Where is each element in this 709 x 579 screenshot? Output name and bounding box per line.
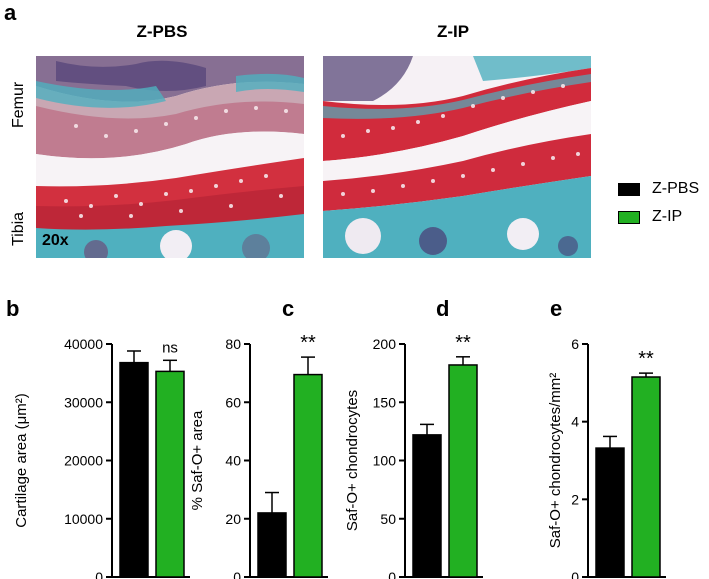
- bar-z-pbs: [412, 434, 442, 578]
- legend-item-z-ip: Z-IP: [618, 208, 682, 226]
- y-tick-label: 0: [388, 569, 396, 579]
- y-tick-label: 0: [233, 569, 241, 579]
- panel-a-letter: a: [4, 0, 17, 25]
- panel-letter-e: e: [550, 296, 562, 321]
- y-tick-label: 20000: [64, 453, 103, 469]
- y-tick-label: 100: [373, 453, 397, 469]
- y-tick-label: 4: [571, 414, 579, 430]
- significance-annotation: **: [300, 332, 316, 354]
- y-tick-label: 10000: [64, 511, 103, 527]
- legend-item-z-pbs: Z-PBS: [618, 180, 699, 198]
- y-tick-label: 200: [373, 336, 397, 352]
- image-title-left: Z-PBS: [136, 22, 188, 41]
- y-tick-label: 0: [95, 569, 103, 579]
- row-label-femur: Femur: [10, 81, 27, 128]
- bar-z-pbs: [257, 512, 287, 578]
- legend-swatch-z-pbs: [618, 182, 640, 196]
- y-tick-label: 20: [225, 511, 241, 527]
- magnification-label: 20x: [42, 232, 69, 249]
- y-axis-label: Saf-O+ chondrocytes: [344, 390, 361, 531]
- bar-z-pbs: [595, 447, 625, 578]
- significance-annotation: ns: [162, 339, 178, 356]
- significance-annotation: **: [638, 348, 654, 370]
- y-tick-label: 80: [225, 336, 241, 352]
- bar-z-ip: [155, 370, 185, 578]
- histology-image-z-ip: [323, 56, 591, 258]
- row-label-tibia: Tibia: [10, 211, 27, 246]
- legend-label-z-pbs: Z-PBS: [652, 180, 700, 197]
- panel-letter-d: d: [436, 296, 449, 321]
- y-tick-label: 30000: [64, 394, 103, 410]
- y-tick-label: 60: [225, 394, 241, 410]
- y-tick-label: 2: [571, 491, 579, 507]
- bar-z-ip: [293, 373, 323, 578]
- y-axis-label: % Saf-O+ area: [189, 410, 206, 510]
- y-tick-label: 6: [571, 336, 579, 352]
- y-tick-label: 150: [373, 394, 397, 410]
- y-axis-label: Cartilage area (μm²): [13, 393, 30, 528]
- bar-z-pbs: [119, 361, 149, 578]
- panel-letter-c: c: [282, 296, 294, 321]
- bar-z-ip: [631, 376, 661, 578]
- panel-letter-b: b: [6, 296, 19, 321]
- y-tick-label: 40000: [64, 336, 103, 352]
- y-tick-label: 40: [225, 453, 241, 469]
- legend-label-z-ip: Z-IP: [652, 208, 683, 225]
- y-axis-label: Saf-O+ chondrocytes/mm²: [547, 373, 564, 548]
- legend-swatch-z-ip: [618, 210, 640, 224]
- histology-image-z-pbs: 20x: [36, 56, 304, 258]
- bar-z-ip: [448, 364, 478, 578]
- significance-annotation: **: [455, 332, 471, 354]
- y-tick-label: 50: [380, 511, 396, 527]
- image-title-right: Z-IP: [436, 22, 470, 41]
- y-tick-label: 0: [571, 569, 579, 579]
